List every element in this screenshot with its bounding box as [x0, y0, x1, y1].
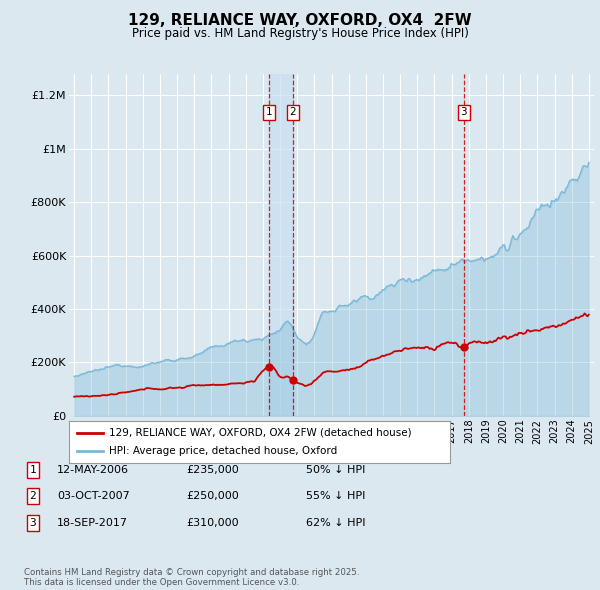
- Bar: [269, 74, 293, 416]
- Text: 129, RELIANCE WAY, OXFORD, OX4  2FW: 129, RELIANCE WAY, OXFORD, OX4 2FW: [128, 13, 472, 28]
- Text: 50% ↓ HPI: 50% ↓ HPI: [306, 465, 365, 474]
- Text: 62% ↓ HPI: 62% ↓ HPI: [306, 518, 365, 527]
- Text: 18-SEP-2017: 18-SEP-2017: [57, 518, 128, 527]
- Text: 2: 2: [290, 107, 296, 117]
- Text: 03-OCT-2007: 03-OCT-2007: [57, 491, 130, 501]
- Text: HPI: Average price, detached house, Oxford: HPI: Average price, detached house, Oxfo…: [109, 446, 337, 456]
- Text: 1: 1: [266, 107, 272, 117]
- Text: 2: 2: [29, 491, 37, 501]
- Text: 3: 3: [29, 518, 37, 527]
- Text: 55% ↓ HPI: 55% ↓ HPI: [306, 491, 365, 501]
- Text: Contains HM Land Registry data © Crown copyright and database right 2025.
This d: Contains HM Land Registry data © Crown c…: [24, 568, 359, 587]
- Text: 1: 1: [29, 465, 37, 474]
- Text: 12-MAY-2006: 12-MAY-2006: [57, 465, 129, 474]
- Text: £235,000: £235,000: [186, 465, 239, 474]
- Text: £250,000: £250,000: [186, 491, 239, 501]
- Text: Price paid vs. HM Land Registry's House Price Index (HPI): Price paid vs. HM Land Registry's House …: [131, 27, 469, 40]
- Text: £310,000: £310,000: [186, 518, 239, 527]
- Text: 129, RELIANCE WAY, OXFORD, OX4 2FW (detached house): 129, RELIANCE WAY, OXFORD, OX4 2FW (deta…: [109, 428, 412, 438]
- Text: 3: 3: [460, 107, 467, 117]
